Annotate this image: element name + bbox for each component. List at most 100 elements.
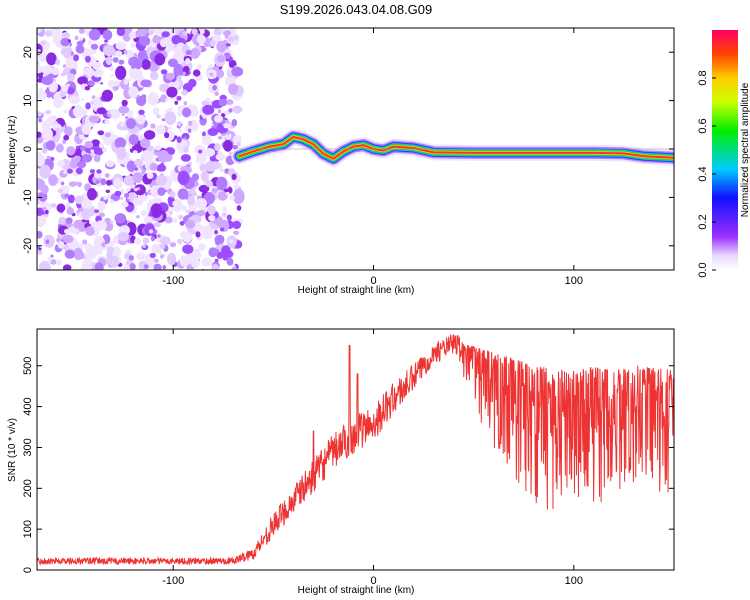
noise-blob xyxy=(125,118,136,129)
noise-blob xyxy=(97,201,106,211)
noise-blob xyxy=(80,98,84,101)
noise-blob xyxy=(194,209,198,213)
noise-blob xyxy=(40,40,46,45)
noise-blob xyxy=(118,59,125,65)
noise-blob xyxy=(88,29,101,41)
spectrogram-y-ticks: -20 -10 0 10 20 xyxy=(22,46,674,254)
noise-blob xyxy=(104,217,111,224)
noise-blob xyxy=(50,203,57,208)
noise-blob xyxy=(120,188,125,195)
noise-blob xyxy=(62,139,67,145)
snr-x-ticks: -100 0 100 xyxy=(162,329,583,587)
noise-blob xyxy=(169,191,176,198)
noise-blob xyxy=(236,141,241,147)
noise-blob xyxy=(217,136,223,140)
noise-blob xyxy=(59,93,66,98)
noise-blob xyxy=(103,134,114,146)
noise-blob xyxy=(118,105,130,114)
colorbar-ticks: 0.0 0.2 0.4 0.6 0.8 xyxy=(697,70,716,278)
noise-blob xyxy=(77,251,85,260)
noise-blob xyxy=(115,50,123,57)
noise-blob xyxy=(69,95,80,105)
noise-blob xyxy=(147,92,159,106)
noise-blob xyxy=(130,68,143,81)
noise-blob xyxy=(128,56,140,67)
noise-blob xyxy=(99,142,104,149)
noise-blob xyxy=(66,168,73,174)
noise-blob xyxy=(114,137,127,149)
noise-blob xyxy=(177,188,189,200)
noise-blob xyxy=(87,188,97,201)
noise-blob xyxy=(44,30,53,37)
noise-blob xyxy=(137,28,149,36)
colorbar-gradient xyxy=(712,30,738,270)
colorbar: 0.0 0.2 0.4 0.6 0.8 Normalized spectral ampl… xyxy=(697,30,750,278)
noise-blob xyxy=(85,55,91,63)
noise-blob xyxy=(37,65,43,74)
y-tick-label: 20 xyxy=(22,46,34,58)
noise-blob xyxy=(109,255,120,268)
noise-blob xyxy=(176,136,182,143)
noise-blob xyxy=(128,32,138,39)
noise-blob xyxy=(128,134,139,146)
noise-blob xyxy=(91,139,100,147)
noise-blob xyxy=(183,136,188,140)
colorbar-tick-label: 0.0 xyxy=(697,262,709,277)
noise-blob xyxy=(73,54,79,62)
noise-blob xyxy=(98,212,106,218)
noise-blob xyxy=(196,64,202,70)
noise-blob xyxy=(67,39,71,43)
noise-blob xyxy=(155,175,168,186)
snr-y-ticks: 0 100 200 300 400 500 xyxy=(22,357,674,573)
noise-blob xyxy=(104,119,110,124)
ridge-red-core xyxy=(238,135,674,160)
colorbar-tick-label: 0.6 xyxy=(697,118,709,133)
noise-blob xyxy=(37,230,43,239)
noise-blob xyxy=(128,255,134,261)
noise-blob xyxy=(215,240,221,246)
y-tick-label: 0 xyxy=(22,146,34,152)
noise-blob xyxy=(77,76,88,85)
noise-blob xyxy=(105,56,113,66)
noise-blob xyxy=(156,164,167,172)
noise-blob xyxy=(48,174,58,186)
noise-blob xyxy=(151,243,163,254)
noise-blob xyxy=(50,254,54,258)
noise-blob xyxy=(93,244,102,251)
noise-blob xyxy=(182,71,186,76)
noise-blob xyxy=(138,35,151,47)
noise-blob xyxy=(64,249,75,259)
snr-panel: -100 0 100 0 100 200 300 400 500 Height of stra… xyxy=(7,328,675,596)
noise-blob xyxy=(90,43,99,50)
noise-blob xyxy=(89,49,94,53)
noise-blob xyxy=(210,123,214,127)
noise-blob xyxy=(225,191,230,196)
noise-blob xyxy=(198,243,206,251)
noise-blob xyxy=(85,243,91,248)
noise-blob xyxy=(152,192,157,198)
noise-blob xyxy=(66,73,75,82)
noise-blob xyxy=(214,143,221,151)
x-tick-label: 100 xyxy=(565,275,583,287)
noise-blob xyxy=(125,116,129,119)
noise-blob xyxy=(202,113,207,119)
noise-blob xyxy=(96,221,105,231)
noise-blob xyxy=(64,126,73,137)
noise-blob xyxy=(62,264,72,270)
noise-blob xyxy=(154,258,159,263)
noise-blob xyxy=(191,173,200,182)
noise-blob xyxy=(165,72,176,80)
noise-blob xyxy=(76,40,84,46)
noise-blob xyxy=(103,195,108,200)
noise-blob xyxy=(117,232,129,242)
noise-blob xyxy=(164,132,170,139)
noise-blob xyxy=(182,107,192,118)
noise-blob xyxy=(112,80,120,87)
noise-blob xyxy=(222,30,232,36)
noise-blob xyxy=(177,75,182,80)
noise-blob xyxy=(217,191,228,201)
noise-blob xyxy=(102,29,113,41)
noise-blob xyxy=(123,175,135,186)
noise-blob xyxy=(177,170,190,186)
noise-blob xyxy=(56,99,64,106)
